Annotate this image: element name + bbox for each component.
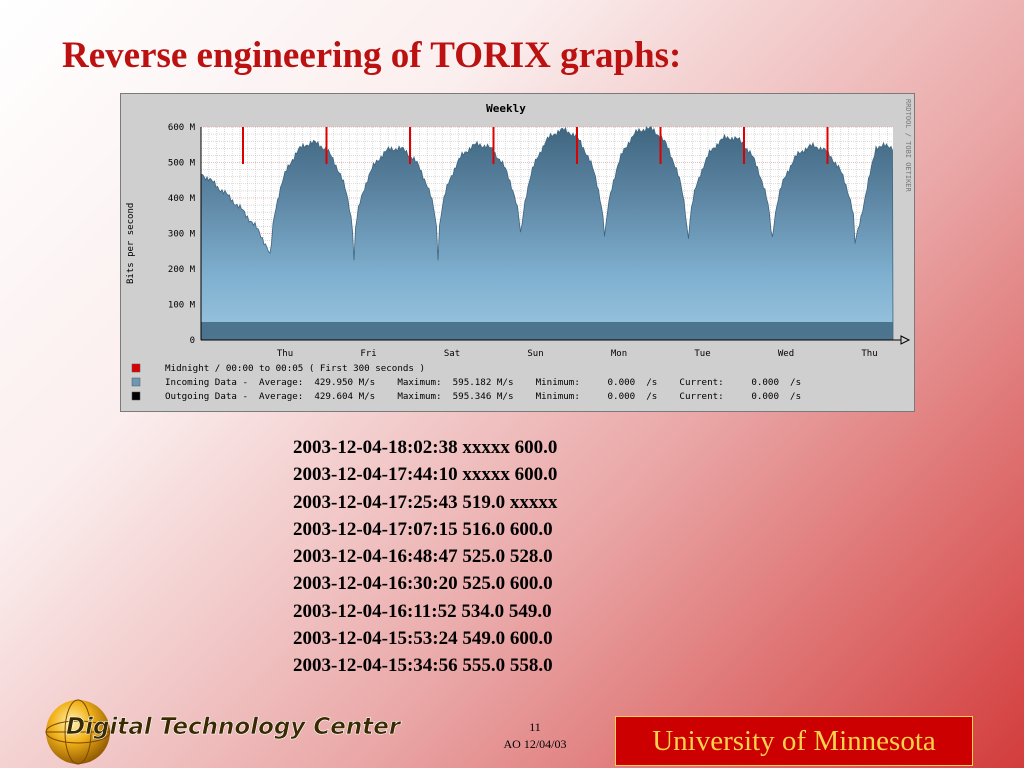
outgoing-baseline-band — [201, 322, 893, 340]
slide-date: AO 12/04/03 — [503, 737, 567, 751]
graph-title: Weekly — [486, 102, 526, 115]
legend-entry: Incoming Data - Average: 429.950 M/s Max… — [165, 377, 801, 388]
midnight-markers — [242, 127, 829, 164]
x-tick-label: Wed — [778, 349, 794, 359]
logo-wordmark: Digital Technology Center — [66, 714, 402, 740]
y-tick-label: 500 M — [168, 159, 196, 169]
university-banner: University of Minnesota — [615, 716, 973, 766]
incoming-traffic-area — [200, 125, 894, 341]
y-axis-label: Bits per second — [126, 203, 136, 284]
x-tick-label: Thu — [861, 349, 877, 359]
legend-swatch — [131, 363, 141, 373]
y-tick-label: 0 — [190, 336, 195, 346]
x-tick-label: Thu — [277, 349, 293, 359]
log-entry: 2003-12-04-16:48:47 525.0 528.0 — [293, 546, 553, 568]
x-tick-label: Fri — [360, 349, 376, 359]
legend-entry: Midnight / 00:00 to 00:05 ( First 300 se… — [165, 363, 425, 374]
y-tick-label: 400 M — [168, 194, 196, 204]
x-axis-arrow-icon — [900, 335, 911, 345]
log-entry: 2003-12-04-17:44:10 xxxxx 600.0 — [293, 464, 558, 486]
x-tick-label: Sun — [527, 349, 543, 359]
y-tick-label: 300 M — [168, 230, 196, 240]
rrdtool-side-label: RRDTOOL / TOBI OETIKER — [904, 99, 912, 193]
log-entry: 2003-12-04-17:25:43 519.0 xxxxx — [293, 491, 558, 513]
x-tick-label: Mon — [611, 349, 627, 359]
log-entry: 2003-12-04-16:11:52 534.0 549.0 — [293, 600, 552, 622]
digital-technology-center-logo: Digital Technology Center — [45, 699, 402, 765]
graph-canvas: 0 100 M 200 M 300 M 400 M 500 M 600 M Thu Fri Sa… — [126, 99, 912, 402]
log-entry: 2003-12-04-18:02:38 xxxxx 600.0 — [293, 437, 558, 458]
legend-swatch — [131, 377, 141, 387]
y-tick-label: 200 M — [168, 265, 196, 275]
log-entry: 2003-12-04-15:34:56 555.0 558.0 — [293, 655, 553, 677]
torix-weekly-graph: 0 100 M 200 M 300 M 400 M 500 M 600 M Thu Fri Sa… — [120, 93, 915, 412]
slide-number: 11 — [529, 720, 541, 734]
log-entry: 2003-12-04-17:07:15 516.0 600.0 — [293, 518, 553, 540]
x-tick-label: Sat — [444, 349, 460, 359]
y-tick-label: 600 M — [168, 123, 196, 133]
legend-swatch — [131, 391, 141, 401]
x-tick-labels: Thu Fri Sat Sun Mon Tue Wed Thu — [277, 349, 878, 359]
globe-icon — [45, 699, 111, 765]
log-entry: 2003-12-04-15:53:24 549.0 600.0 — [293, 628, 553, 650]
slide-title: Reverse engineering of TORIX graphs: — [62, 35, 682, 76]
graph-legend: Midnight / 00:00 to 00:05 ( First 300 se… — [131, 363, 801, 402]
log-entry: 2003-12-04-16:30:20 525.0 600.0 — [293, 573, 553, 595]
y-tick-labels: 0 100 M 200 M 300 M 400 M 500 M 600 M — [168, 123, 196, 346]
legend-entry: Outgoing Data - Average: 429.604 M/s Max… — [165, 391, 801, 402]
y-tick-label: 100 M — [168, 301, 196, 311]
x-tick-label: Tue — [694, 349, 710, 359]
log-entries: 2003-12-04-18:02:38 xxxxx 600.0 2003-12-0… — [293, 434, 557, 680]
